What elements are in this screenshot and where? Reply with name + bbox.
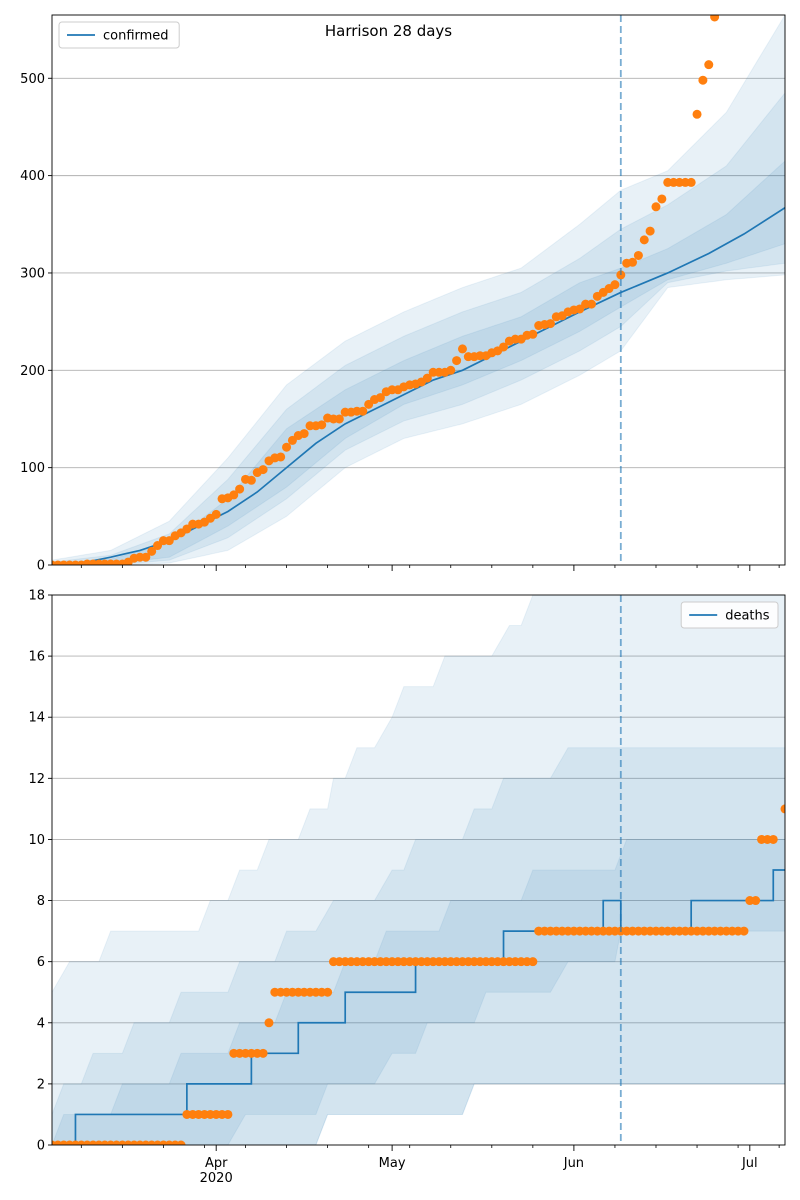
data-point [375, 393, 385, 403]
y-tick-label: 100 [20, 461, 45, 476]
data-point [141, 552, 151, 562]
data-point [258, 465, 268, 475]
data-point [651, 202, 661, 212]
data-point [686, 177, 696, 187]
data-point [739, 926, 749, 936]
y-tick-label: 12 [28, 772, 45, 787]
data-point [639, 235, 649, 245]
x-tick-label: Apr [205, 1156, 228, 1171]
x-tick-year-label: 2020 [200, 1171, 233, 1186]
y-tick-label: 8 [37, 894, 45, 909]
confirmed-panel: 0 100 200 300 400 500 Harrison 28 days confirme… [20, 14, 786, 574]
data-point [176, 1140, 186, 1145]
legend: deaths [680, 601, 779, 629]
plot-area [52, 15, 785, 565]
data-point [323, 987, 333, 997]
y-tick-label: 4 [37, 1016, 45, 1031]
data-point [645, 226, 655, 236]
data-point [446, 365, 456, 375]
data-point [457, 344, 467, 354]
data-point [692, 109, 702, 119]
data-point [452, 356, 462, 366]
data-point [299, 429, 309, 439]
data-point [258, 1048, 268, 1058]
confidence-band [52, 160, 785, 565]
y-tick-label: 400 [20, 169, 45, 184]
data-point [334, 414, 344, 424]
data-point [545, 319, 555, 329]
data-point [276, 452, 286, 462]
x-tick-label: Jun [563, 1156, 584, 1171]
y-tick-label: 2 [37, 1077, 45, 1092]
data-point [698, 75, 708, 85]
data-point [586, 299, 596, 309]
y-tick-label: 10 [28, 833, 45, 848]
data-point [628, 257, 638, 267]
data-point [211, 509, 221, 519]
x-tick-label: May [379, 1156, 406, 1171]
chart-title: Harrison 28 days [325, 22, 452, 40]
legend-label: deaths [725, 609, 770, 624]
data-point [422, 373, 432, 383]
data-point [710, 15, 720, 22]
data-point [704, 60, 714, 70]
y-tick-label: 14 [28, 711, 45, 726]
data-point [751, 896, 761, 906]
data-point [235, 484, 245, 494]
x-tick-label: Jul [741, 1156, 758, 1171]
data-point [610, 280, 620, 290]
data-point [528, 329, 538, 339]
data-point [246, 475, 256, 485]
confidence-band [52, 15, 785, 565]
data-point [768, 834, 778, 844]
confidence-band [52, 747, 785, 1145]
series-line [52, 869, 785, 1145]
confidence-band [52, 92, 785, 565]
y-tick-label: 200 [20, 364, 45, 379]
y-tick-label: 18 [28, 589, 45, 604]
y-tick-label: 500 [20, 72, 45, 87]
axes-frame [51, 594, 786, 1146]
axes-frame [51, 14, 786, 566]
data-point [358, 406, 368, 416]
plot-area [52, 595, 785, 1145]
data-point [657, 194, 667, 204]
confidence-band [52, 595, 785, 1145]
y-tick-label: 0 [37, 559, 45, 574]
data-point [317, 420, 327, 430]
y-tick-label: 300 [20, 266, 45, 281]
data-point [229, 490, 239, 500]
data-point [528, 957, 538, 967]
data-point [264, 1018, 274, 1028]
y-tick-label: 16 [28, 650, 45, 665]
data-point [282, 442, 292, 452]
data-point [780, 804, 785, 814]
legend-box [680, 601, 779, 629]
data-point [633, 250, 643, 260]
data-point [147, 546, 157, 556]
data-point [499, 342, 509, 352]
legend: confirmed [58, 21, 180, 49]
legend-label: confirmed [103, 29, 169, 44]
legend-box [58, 21, 180, 49]
y-tick-label: 0 [37, 1139, 45, 1154]
y-tick-label: 6 [37, 955, 45, 970]
data-point [223, 1109, 233, 1119]
